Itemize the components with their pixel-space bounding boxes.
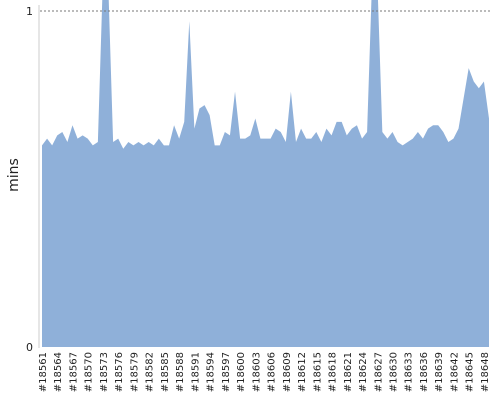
area xyxy=(42,0,489,347)
x-tick-label: #18642 xyxy=(449,352,460,392)
y-axis-label: mins xyxy=(6,158,22,192)
x-tick-label: #18621 xyxy=(343,352,354,392)
x-tick-label: #18576 xyxy=(114,352,125,392)
x-tick-label: #18597 xyxy=(221,352,232,392)
x-tick-label: #18609 xyxy=(282,352,293,392)
x-tick-label: #18582 xyxy=(145,352,156,392)
x-tick-label: #18561 xyxy=(38,352,49,392)
x-tick-label: #18564 xyxy=(53,352,64,392)
x-tick-label: #18645 xyxy=(465,352,476,392)
x-tick-label: #18630 xyxy=(388,352,399,392)
x-tick-label: #18627 xyxy=(373,352,384,392)
x-tick-label: #18618 xyxy=(328,352,339,392)
x-tick-label: #18573 xyxy=(99,352,110,392)
x-tick-label: #18600 xyxy=(236,352,247,392)
x-tick-label: #18594 xyxy=(206,352,217,392)
x-tick-label: #18603 xyxy=(251,352,262,392)
x-tick-label: #18639 xyxy=(434,352,445,392)
x-tick-label: #18606 xyxy=(267,352,278,392)
x-tick-label: #18567 xyxy=(68,352,79,392)
x-tick-label: #18615 xyxy=(312,352,323,392)
x-tick-label: #18585 xyxy=(160,352,171,392)
y-tick-label: 0 xyxy=(26,341,33,354)
x-tick-label: #18624 xyxy=(358,352,369,392)
x-tick-label: #18570 xyxy=(84,352,95,392)
x-tick-label: #18636 xyxy=(419,352,430,392)
x-tick-label: #18648 xyxy=(480,352,491,392)
x-tick-label: #18633 xyxy=(404,352,415,392)
x-tick-label: #18588 xyxy=(175,352,186,392)
x-tick-label: #18579 xyxy=(129,352,140,392)
x-tick-label: #18612 xyxy=(297,352,308,392)
y-tick-label: 1 xyxy=(26,5,33,18)
x-tick-label: #18591 xyxy=(190,352,201,392)
